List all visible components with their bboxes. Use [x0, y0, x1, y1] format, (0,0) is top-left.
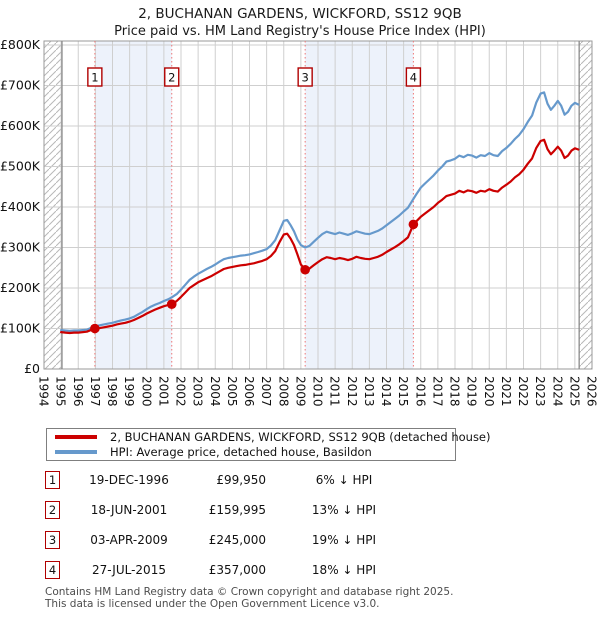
sale-marker-box	[405, 67, 422, 87]
legend-line-swatch	[55, 434, 97, 439]
x-axis-tick-label: 2016	[413, 376, 427, 407]
x-axis-tick-label: 1999	[122, 376, 136, 407]
sale-table-row: 4 27-JUL-2015 £357,000 18% ↓ HPI	[0, 561, 600, 581]
footer-line-1: Contains HM Land Registry data © Crown c…	[45, 586, 454, 598]
sale-row-number: 4	[45, 561, 60, 579]
sale-table-row: 3 03-APR-2009 £245,000 19% ↓ HPI	[0, 531, 600, 551]
legend-item-property: 2, BUCHANAN GARDENS, WICKFORD, SS12 9QB …	[55, 429, 491, 445]
x-axis-tick-label: 2018	[448, 376, 462, 407]
x-axis-tick-label: 2024	[550, 376, 564, 407]
page-title: 2, BUCHANAN GARDENS, WICKFORD, SS12 9QB	[138, 6, 462, 22]
y-axis-tick-label: £700K	[0, 78, 41, 93]
sale-row-vs-hpi: 19% ↓ HPI	[311, 533, 377, 547]
x-axis-tick-label: 2015	[396, 376, 410, 407]
sale-row-price: £159,995	[208, 503, 266, 517]
sale-point-dot	[408, 219, 419, 230]
sale-row-vs-hpi: 13% ↓ HPI	[311, 503, 377, 517]
sale-table-row: 2 18-JUN-2001 £159,995 13% ↓ HPI	[0, 501, 600, 521]
property-price-line	[59, 138, 580, 335]
x-axis-tick-label: 2006	[242, 376, 256, 407]
x-axis-tick-label: 1997	[88, 376, 102, 407]
x-axis-tick-label: 1998	[105, 376, 119, 407]
legend-item-hpi: HPI: Average price, detached house, Basi…	[55, 445, 455, 461]
sale-marker-box	[87, 67, 103, 87]
x-axis-tick-label: 2013	[362, 376, 376, 407]
footer-copyright: Contains HM Land Registry data © Crown c…	[45, 586, 595, 610]
legend-label: HPI: Average price, detached house, Basi…	[110, 445, 372, 460]
x-axis-tick-label: 2003	[191, 376, 205, 407]
x-axis-tick-label: 2023	[533, 376, 547, 407]
x-axis-tick-label: 2004	[208, 376, 222, 407]
x-axis-tick-label: 2020	[482, 376, 496, 407]
sale-point-dot	[300, 264, 310, 275]
x-axis-tick-label: 1996	[71, 376, 85, 407]
page-subtitle: Price paid vs. HM Land Registry's House …	[114, 24, 486, 39]
y-axis-tick-label: £100K	[0, 321, 41, 336]
sale-marker-number: 3	[301, 71, 308, 85]
sale-marker-box	[164, 67, 180, 87]
legend-line-swatch	[55, 450, 97, 455]
sale-point-dot	[166, 299, 177, 310]
sale-row-date: 19-DEC-1996	[89, 473, 169, 487]
sale-row-number: 1	[45, 471, 60, 489]
sale-marker-number: 4	[410, 71, 417, 85]
sale-row-date: 18-JUN-2001	[90, 503, 168, 517]
chart-legend: 2, BUCHANAN GARDENS, WICKFORD, SS12 9QB …	[46, 428, 491, 461]
x-axis-tick-label: 2001	[156, 376, 170, 407]
y-axis-tick-label: £300K	[0, 240, 41, 255]
sale-row-vs-hpi: 18% ↓ HPI	[311, 563, 377, 577]
sale-row-number: 2	[45, 501, 60, 519]
sale-table-row: 1 19-DEC-1996 £99,950 6% ↓ HPI	[0, 471, 600, 491]
sale-marker-number: 2	[168, 71, 175, 85]
y-axis-tick-label: £800K	[0, 37, 41, 52]
x-axis-tick-label: 2007	[259, 376, 273, 407]
sale-row-price: £357,000	[208, 563, 266, 577]
x-axis-tick-label: 2014	[379, 376, 393, 407]
x-axis-tick-label: 2010	[311, 376, 325, 407]
footer-line-2: This data is licensed under the Open Gov…	[45, 597, 380, 610]
hpi-line	[59, 91, 580, 332]
x-axis-tick-label: 2019	[465, 376, 479, 407]
sale-row-price: £99,950	[216, 473, 266, 487]
no-data-hatch-region	[44, 41, 62, 369]
sale-row-date: 03-APR-2009	[90, 533, 168, 547]
ownership-shaded-band	[94, 41, 172, 369]
x-axis-tick-label: 2009	[293, 376, 307, 407]
x-axis-tick-label: 2005	[225, 376, 239, 407]
x-axis-tick-label: 2025	[567, 376, 581, 407]
sale-point-dot	[90, 323, 100, 334]
x-axis-tick-label: 2026	[585, 376, 599, 407]
x-axis-tick-label: 2000	[139, 376, 153, 407]
ownership-shaded-band	[305, 41, 414, 369]
x-axis-tick-label: 1994	[37, 376, 51, 407]
x-axis-tick-label: 1995	[54, 376, 68, 407]
y-axis-tick-label: £600K	[0, 118, 41, 133]
plot-border	[43, 40, 593, 370]
y-axis-tick-label: £200K	[0, 280, 41, 295]
sale-marker-box	[297, 67, 313, 87]
price-history-chart: 1 2 3 4 £0 £100K £200K £300K £400K £500K £600K £700…	[0, 37, 599, 407]
sale-row-price: £245,000	[208, 533, 266, 547]
x-axis-tick-label: 2021	[499, 376, 513, 407]
y-axis-tick-label: £0	[24, 361, 40, 376]
y-axis-tick-label: £500K	[0, 159, 41, 174]
sale-row-number: 3	[45, 531, 60, 549]
x-axis-tick-label: 2012	[345, 376, 359, 407]
sale-row-date: 27-JUL-2015	[92, 563, 166, 577]
sale-marker-number: 1	[91, 71, 98, 85]
x-axis-tick-label: 2022	[516, 376, 530, 407]
legend-label: 2, BUCHANAN GARDENS, WICKFORD, SS12 9QB …	[110, 429, 491, 444]
x-axis-tick-label: 2011	[328, 376, 342, 407]
x-axis-tick-label: 2017	[430, 376, 444, 407]
sale-row-vs-hpi: 6% ↓ HPI	[315, 473, 373, 487]
x-axis-tick-label: 2002	[174, 376, 188, 407]
no-data-hatch-region	[579, 41, 592, 369]
y-axis-tick-label: £400K	[0, 199, 41, 214]
x-axis-tick-label: 2008	[276, 376, 290, 407]
